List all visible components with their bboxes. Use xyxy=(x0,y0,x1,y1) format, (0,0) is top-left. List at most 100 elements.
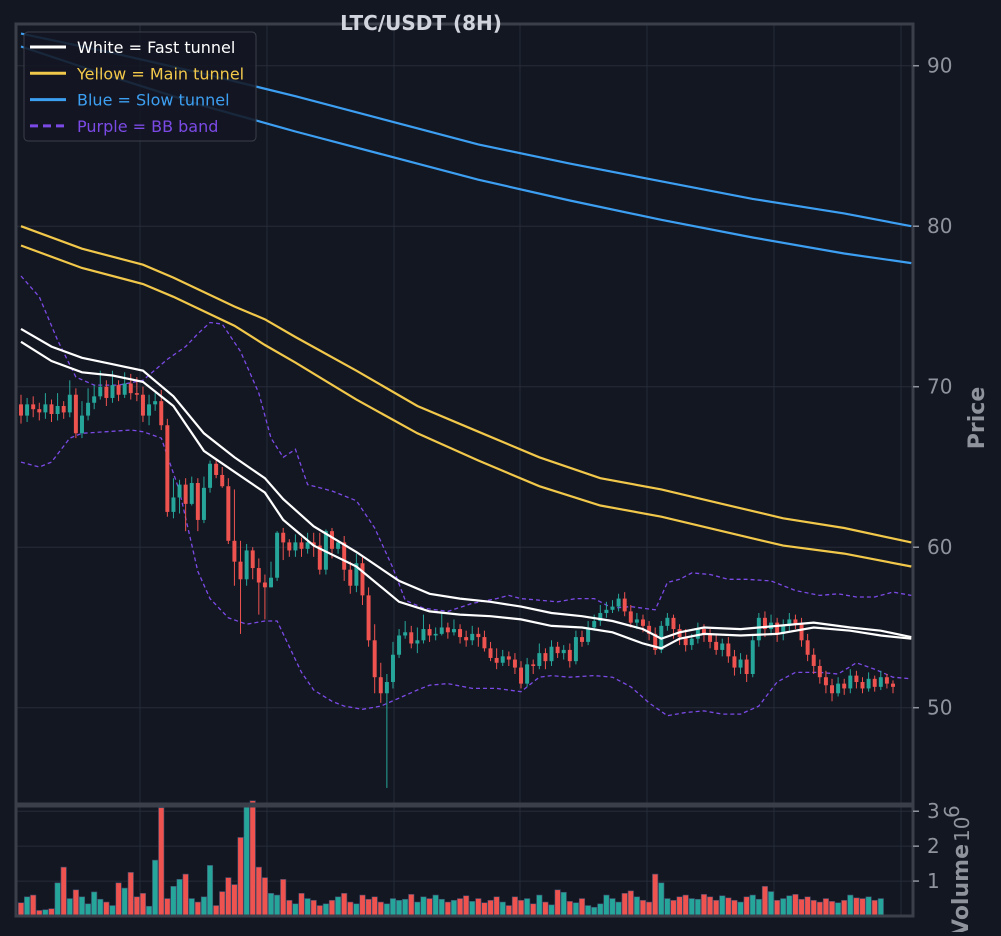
candle-body xyxy=(421,629,426,641)
candle-body xyxy=(293,542,298,551)
price-grid xyxy=(16,24,913,804)
volume-bar xyxy=(853,897,860,917)
volume-bar xyxy=(304,898,311,917)
volume-bar xyxy=(847,894,854,917)
candle-body xyxy=(567,649,572,662)
legend-label: Blue = Slow tunnel xyxy=(77,91,230,110)
candle-body xyxy=(134,393,139,395)
candle-body xyxy=(378,677,383,694)
candle-body xyxy=(738,659,743,668)
candle-body xyxy=(451,629,456,633)
price-tick-label: 50 xyxy=(927,696,952,720)
candle-body xyxy=(73,394,78,434)
candle-body xyxy=(458,629,463,638)
candle-body xyxy=(336,542,341,549)
volume-bar xyxy=(225,877,232,917)
volume-bar xyxy=(737,901,744,917)
volume-bar xyxy=(316,905,323,917)
volume-bar xyxy=(359,894,366,917)
volume-bar xyxy=(261,877,268,917)
volume-bar xyxy=(310,899,317,917)
candle-body xyxy=(891,683,895,687)
volume-bar xyxy=(585,905,592,917)
candle-body xyxy=(110,385,115,398)
candle-body xyxy=(104,386,109,398)
candle-body xyxy=(177,484,182,498)
candle-body xyxy=(641,619,645,626)
volume-bar xyxy=(615,901,622,917)
volume-bar xyxy=(700,894,708,917)
volume-bar xyxy=(78,896,86,917)
volume-bar xyxy=(505,905,512,917)
volume-bar xyxy=(383,903,390,917)
volume-bar xyxy=(603,894,610,917)
candle-body xyxy=(634,619,639,623)
volume-bar xyxy=(487,899,494,917)
volume-bar xyxy=(719,895,726,917)
volume-bar xyxy=(420,896,427,917)
volume-bar xyxy=(639,899,647,917)
candle-body xyxy=(470,633,475,641)
volume-scale-label: 10 6 xyxy=(940,805,974,842)
candle-body xyxy=(781,625,786,634)
candle-body xyxy=(628,611,633,623)
candle-body xyxy=(842,683,847,689)
candle-body xyxy=(848,675,853,689)
candle-body xyxy=(775,622,780,634)
volume-bar xyxy=(780,898,787,917)
volume-bar xyxy=(371,896,378,917)
volume-bar xyxy=(810,899,817,917)
price-tick-label: 80 xyxy=(927,214,952,238)
volume-bar xyxy=(408,894,415,917)
candle-body xyxy=(537,653,542,666)
volume-bar xyxy=(597,903,604,917)
volume-bar xyxy=(627,890,634,917)
candle-body xyxy=(311,542,316,546)
candle-body xyxy=(171,497,176,512)
bb-upper-line xyxy=(20,275,912,613)
volume-bar xyxy=(97,898,104,917)
candle-body xyxy=(354,563,359,586)
volume-bar xyxy=(267,893,275,917)
volume-bar xyxy=(182,873,189,917)
candle-body xyxy=(732,656,737,668)
volume-bar xyxy=(542,901,549,917)
volume-bar xyxy=(438,898,445,917)
legend: White = Fast tunnel Yellow = Main tunnel B… xyxy=(23,31,257,142)
candle-body xyxy=(147,404,152,416)
candle-body xyxy=(256,568,261,583)
candle-body xyxy=(214,463,219,475)
price-tick-label: 70 xyxy=(927,375,952,399)
candle-body xyxy=(830,685,835,694)
candle-body xyxy=(860,682,865,689)
candle-body xyxy=(884,677,889,684)
candle-body xyxy=(878,677,883,687)
candle-body xyxy=(445,627,450,633)
candle-body xyxy=(55,405,60,414)
volume-tick-label: 1 xyxy=(927,869,940,893)
candle-body xyxy=(262,582,267,588)
candle-body xyxy=(653,633,658,650)
volume-bar xyxy=(432,894,439,917)
candle-body xyxy=(573,637,578,662)
candle-body xyxy=(25,404,30,416)
candle-body xyxy=(165,425,170,512)
candle-body xyxy=(299,542,304,549)
volume-bar xyxy=(158,807,165,917)
candle-body xyxy=(622,598,627,612)
volume-bar xyxy=(85,903,92,917)
volume-bar xyxy=(188,898,195,917)
volume-bar xyxy=(548,904,555,917)
volume-bar xyxy=(450,899,457,917)
volume-bar xyxy=(60,866,67,917)
candle-body xyxy=(244,550,249,580)
volume-bar xyxy=(237,837,244,917)
volume-bar xyxy=(213,905,220,917)
panel-frames xyxy=(14,22,915,918)
volume-bar xyxy=(115,882,122,917)
candle-body xyxy=(531,664,536,666)
volume-panel-frame xyxy=(14,804,915,918)
candle-body xyxy=(208,463,213,488)
legend-label: White = Fast tunnel xyxy=(77,38,235,57)
candle-body xyxy=(153,401,158,405)
